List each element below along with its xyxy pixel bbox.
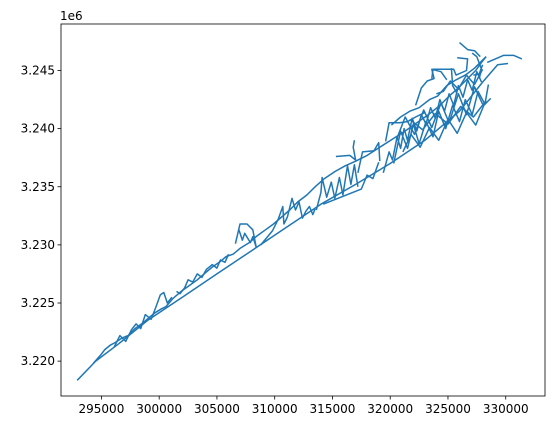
series-line-segment [431,56,469,79]
series-line-segment [260,197,316,246]
series-line-segment [402,97,492,153]
x-tick-label: 320000 [367,402,413,416]
y-tick-label: 3.235 [21,180,55,194]
series-line-segment [315,163,359,211]
axes-frame [60,23,546,397]
y-tick-label: 3.245 [21,64,55,78]
y-tick-label: 3.240 [21,122,55,136]
series-line-segment [384,111,426,142]
x-tick-label: 315000 [310,402,356,416]
series-line-segment [459,42,481,58]
x-tick-label: 325000 [425,402,471,416]
y-tick-label: 3.225 [21,296,55,310]
x-tick-label: 310000 [252,402,298,416]
x-tick-label: 300000 [136,402,182,416]
series-line-segment [396,86,484,139]
series-line-segment [436,68,484,95]
x-tick-label: 330000 [483,402,529,416]
series-line-segment [471,52,483,79]
series-line-segment [486,54,523,64]
axis-ticks: 295000 300000 305000 310000 315000 320000 3250… [21,64,529,417]
series-line-segment [409,100,487,131]
series-line-segment [176,253,230,295]
x-tick-label: 305000 [194,402,240,416]
x-tick-label: 295000 [79,402,125,416]
series-line-segment [382,70,483,174]
series-line-segment [473,64,484,76]
series-line-segment [335,140,357,161]
plot-area [76,42,523,381]
series-line-segment [357,141,381,173]
y-tick-label: 3.220 [21,354,55,368]
y-tick-label: 3.230 [21,238,55,252]
series-line-segment [322,162,380,205]
y-offset-label: 1e6 [60,9,83,23]
series-line-segment [450,68,458,95]
series-line-segment [234,223,257,248]
series-line-segment [414,68,448,106]
series-line-segment [390,56,487,126]
series-line-segment [113,291,173,348]
